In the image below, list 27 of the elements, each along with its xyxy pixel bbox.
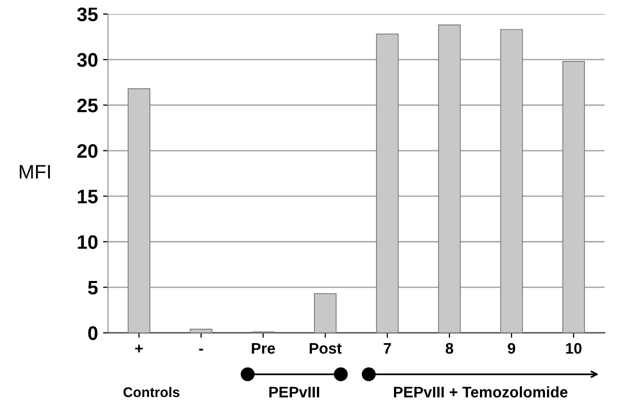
x-tick-label: 9 xyxy=(508,342,516,354)
x-tick-label: - xyxy=(199,348,204,351)
y-tick-label: 0 xyxy=(88,326,98,340)
y-tick-label: 30 xyxy=(77,53,98,67)
text: PEPvIII + Temozolomide xyxy=(394,386,568,398)
y-tick-label: 10 xyxy=(78,235,98,249)
x-tick-label: Pre xyxy=(252,343,275,354)
bar xyxy=(500,29,523,334)
y-tick-label: 35 xyxy=(77,8,98,22)
y-tick-label: 15 xyxy=(78,190,98,204)
x-tick-label: + xyxy=(135,344,143,352)
bar xyxy=(376,34,399,334)
y-axis-title: MFI xyxy=(20,165,50,178)
text: PEPvIII xyxy=(269,386,320,398)
text: Controls xyxy=(123,386,180,398)
x-tick-label: 10 xyxy=(566,342,582,354)
bar xyxy=(438,24,461,334)
y-tick-label: 25 xyxy=(77,98,98,112)
x-tick-label: Post xyxy=(310,343,342,354)
x-tick-label: 8 xyxy=(446,342,454,354)
y-tick-label: 5 xyxy=(88,280,98,295)
x-tick-label: 7 xyxy=(384,343,391,354)
bar xyxy=(190,328,212,334)
bar xyxy=(128,88,150,334)
bar xyxy=(314,293,337,334)
bar xyxy=(562,60,585,334)
y-tick-label: 20 xyxy=(77,144,98,158)
